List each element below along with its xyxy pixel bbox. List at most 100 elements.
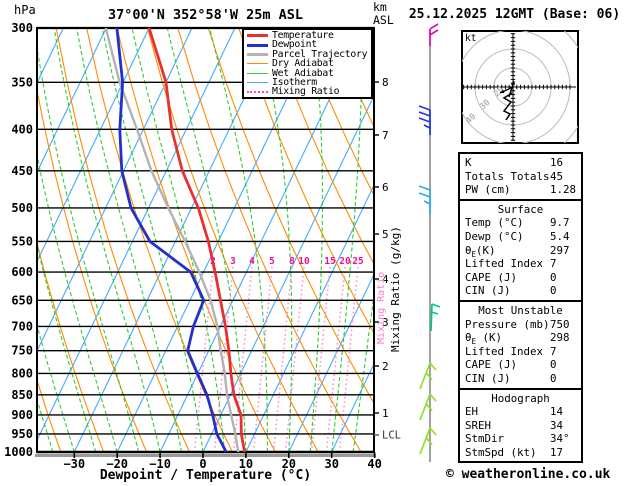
- table-row-label: SREH: [465, 418, 492, 432]
- table-row-label: CAPE (J): [465, 270, 518, 284]
- table-row-value: 0: [550, 270, 557, 284]
- mixing-ratio-axis-label-overlay: Mixing Ratio: [376, 271, 387, 344]
- table-section: Surface Temp (°C) 9.7 Dewp (°C) 5.4 θE(K) 297 L…: [460, 198, 581, 300]
- svg-text:750: 750: [11, 344, 33, 358]
- legend-item: Isotherm: [247, 76, 371, 88]
- legend-item: Dry Adiabat: [247, 59, 371, 69]
- page-title: 37°00'N 352°58'W 25m ASL: [107, 7, 304, 23]
- dewpoint-curve: [115, 28, 228, 452]
- table-row: StmSpd (kt) 17: [460, 446, 581, 460]
- table-row: Lifted Index 7: [460, 345, 581, 359]
- parcel-trajectory-curve: [104, 28, 240, 452]
- table-section: K 16 Totals Totals 45 PW (cm) 1.28: [460, 154, 581, 199]
- legend-line-swatch: [247, 72, 268, 74]
- table-row-label: CIN (J): [465, 371, 511, 385]
- svg-text:0: 0: [199, 457, 206, 471]
- table-row-value: 9.7: [550, 216, 570, 230]
- mixing-ratio-labels: 2 3 4 5 8 10 15 20 25: [210, 256, 364, 267]
- svg-text:550: 550: [11, 234, 33, 248]
- table-row: Temp (°C) 9.7: [460, 216, 581, 230]
- table-section: Most Unstable Pressure (mb) 750 θE (K) 298 Li…: [460, 299, 581, 388]
- lcl-marker: LCL: [374, 430, 401, 442]
- table-row-value: 0: [550, 284, 557, 298]
- altitude-axis-ticks: 8 7 6 5 4 3 2 1: [374, 76, 389, 420]
- svg-text:−20: −20: [106, 457, 128, 471]
- svg-text:2: 2: [382, 360, 389, 373]
- table-row-label: θE (K): [465, 331, 503, 347]
- svg-text:−10: −10: [149, 457, 171, 471]
- svg-text:−30: −30: [63, 457, 85, 471]
- svg-text:25: 25: [352, 256, 364, 267]
- altitude-axis-unit-asl: ASL: [373, 12, 394, 27]
- legend-item: Mixing Ratio: [247, 86, 371, 98]
- legend-item: Wet Adiabat: [247, 68, 371, 78]
- wind-barb-icon: [419, 362, 437, 390]
- table-row-label: Lifted Index: [465, 257, 544, 271]
- svg-text:3: 3: [230, 256, 236, 267]
- table-row: StmDir 34°: [460, 432, 581, 446]
- hodograph-trace: [499, 80, 515, 121]
- pressure-axis-unit: hPa: [14, 3, 36, 17]
- table-row-value: 298: [550, 331, 570, 345]
- svg-text:6: 6: [382, 181, 389, 194]
- legend-line-swatch: [247, 43, 268, 47]
- footer-copyright: © weatheronline.co.uk: [446, 467, 611, 482]
- table-row-value: 1.28: [550, 183, 577, 197]
- legend-label: Dewpoint: [272, 39, 317, 51]
- svg-text:850: 850: [11, 388, 33, 402]
- table-row: Pressure (mb) 750: [460, 318, 581, 332]
- table-row-value: 0: [550, 371, 557, 385]
- legend-line-swatch: [247, 91, 268, 94]
- legend-item: Dewpoint: [247, 39, 371, 51]
- svg-text:4: 4: [382, 273, 389, 286]
- run-title: 25.12.2025 12GMT (Base: 06): [408, 7, 621, 22]
- table-row-label: Temp (°C): [465, 216, 524, 230]
- svg-text:1: 1: [382, 407, 389, 420]
- legend-label: Temperature: [272, 30, 334, 41]
- table-row: θE(K) 297: [460, 243, 581, 259]
- wind-barb-icon: [419, 393, 437, 421]
- wind-barb-icon: [419, 427, 437, 455]
- legend-line-swatch: [247, 82, 268, 84]
- table-row: Lifted Index 7: [460, 257, 581, 271]
- table-row-value: 34: [550, 418, 564, 432]
- sounding-table: K 16 Totals Totals 45 PW (cm) 1.28 Surface Temp…: [458, 152, 583, 464]
- legend-item: Parcel Trajectory: [247, 49, 371, 59]
- temperature-axis-ticks: −30 −20 −10 0 10 20 30 40: [63, 452, 382, 471]
- table-row-label: Totals Totals: [465, 169, 550, 183]
- x-axis-label: Dewpoint / Temperature (°C): [99, 468, 312, 483]
- table-row: SREH 34: [460, 419, 581, 433]
- wind-barb-icon: [430, 303, 441, 332]
- svg-text:LCL: LCL: [382, 430, 401, 442]
- table-row-value: 297: [550, 243, 570, 257]
- table-row: CAPE (J) 0: [460, 271, 581, 285]
- svg-text:650: 650: [11, 293, 33, 307]
- table-row-label: Lifted Index: [465, 344, 544, 358]
- legend-label: Mixing Ratio: [272, 86, 340, 98]
- svg-text:350: 350: [11, 75, 33, 89]
- svg-text:300: 300: [11, 21, 33, 35]
- table-row-value: 7: [550, 344, 557, 358]
- table-row: CIN (J) 0: [460, 372, 581, 386]
- table-row-label: CIN (J): [465, 284, 511, 298]
- wind-barb-icon: [418, 185, 431, 214]
- legend-label: Isotherm: [272, 76, 317, 88]
- table-section: Hodograph EH 14 SREH 34 StmDir 34° StmSpd (kt) 1…: [460, 387, 581, 462]
- table-row: θE (K) 298: [460, 331, 581, 347]
- svg-text:15: 15: [324, 256, 336, 267]
- svg-text:1000: 1000: [4, 445, 33, 459]
- table-row: CIN (J) 0: [460, 284, 581, 298]
- svg-text:5: 5: [269, 256, 275, 267]
- table-row-label: PW (cm): [465, 183, 511, 197]
- table-row-label: EH: [465, 405, 479, 419]
- pressure-gridlines: 300 350 400 450 500 550 600 650 700 750 800 850 900 9…: [4, 21, 376, 459]
- hodograph-unit-label: kt: [465, 33, 477, 44]
- table-row: CAPE (J) 0: [460, 358, 581, 372]
- table-row: Dewp (°C) 5.4: [460, 230, 581, 244]
- table-row-value: 5.4: [550, 229, 570, 243]
- legend-line-swatch: [247, 63, 268, 65]
- table-section-title: Surface: [497, 202, 544, 216]
- table-row-label: StmSpd (kt): [465, 445, 537, 459]
